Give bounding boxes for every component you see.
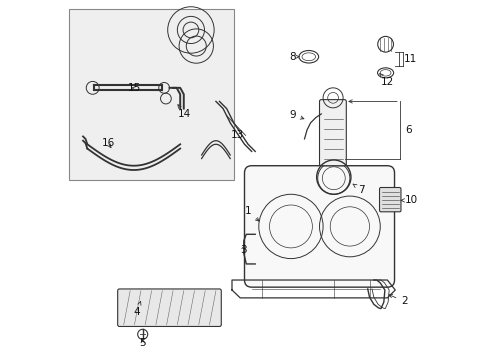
FancyBboxPatch shape	[379, 188, 400, 212]
FancyBboxPatch shape	[319, 100, 346, 166]
Text: 10: 10	[405, 195, 418, 205]
FancyBboxPatch shape	[69, 9, 233, 180]
FancyBboxPatch shape	[118, 289, 221, 327]
Text: 9: 9	[288, 110, 303, 120]
Text: 7: 7	[352, 184, 364, 195]
Text: 11: 11	[404, 54, 417, 64]
Text: 13: 13	[231, 130, 244, 140]
Text: 12: 12	[379, 73, 393, 87]
Text: 2: 2	[388, 294, 407, 306]
Text: 5: 5	[139, 338, 146, 348]
Text: 6: 6	[405, 125, 411, 135]
Text: 15: 15	[127, 83, 141, 93]
Text: 14: 14	[178, 105, 191, 118]
Text: 16: 16	[101, 138, 114, 148]
FancyBboxPatch shape	[244, 166, 394, 287]
Text: 4: 4	[133, 301, 141, 317]
Text: 3: 3	[239, 246, 246, 255]
Text: 1: 1	[244, 206, 258, 221]
Text: 8: 8	[288, 52, 298, 62]
